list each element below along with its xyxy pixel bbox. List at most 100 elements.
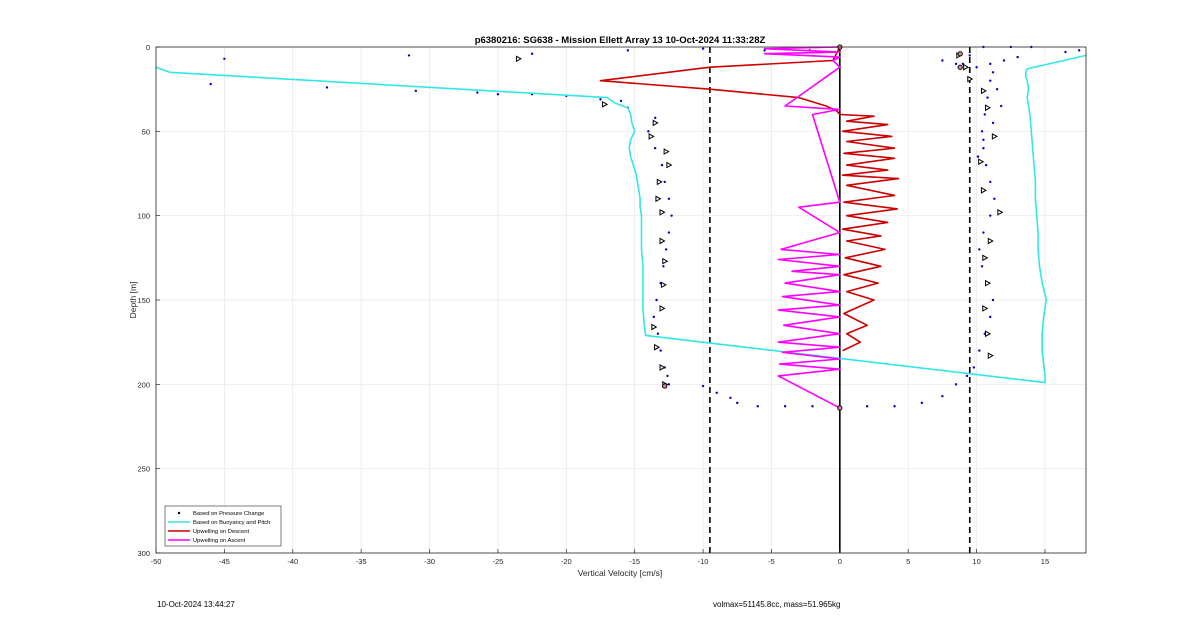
pressure-change-point (1064, 50, 1067, 54)
pressure-change-point (701, 47, 705, 50)
pressure-change-point (414, 89, 418, 93)
marker-layer (515, 44, 1004, 411)
x-axis-label: Vertical Velocity [cm/s] (578, 568, 663, 578)
triangle-marker (660, 281, 667, 289)
pressure-change-point (989, 315, 992, 319)
pressure-change-point (893, 405, 896, 408)
pressure-change-point (941, 394, 944, 398)
pressure-change-point (325, 86, 329, 89)
pressure-change-point (659, 349, 662, 352)
pressure-change-point (655, 298, 658, 302)
y-axis-label: Depth [m] (128, 282, 138, 319)
pressure-change-point (920, 401, 924, 405)
pressure-change-point (666, 374, 669, 378)
x-tick-label: -40 (287, 557, 298, 566)
triangle-marker (659, 364, 666, 371)
triangle-marker (987, 237, 994, 245)
pressure-change-point (652, 315, 656, 319)
pressure-change-point (991, 298, 995, 302)
pressure-change-point (663, 180, 666, 184)
x-tick-label: -25 (492, 557, 503, 566)
y-tick-label: 0 (146, 43, 150, 52)
pressure-change-point (975, 66, 978, 69)
triangle-marker (659, 237, 666, 245)
pressure-change-point (865, 405, 869, 408)
triangle-marker (963, 63, 970, 71)
x-tick-label: -20 (561, 557, 572, 566)
pressure-change-point (980, 265, 984, 268)
pressure-change-point (667, 383, 671, 386)
pressure-change-point (647, 130, 650, 133)
y-tick-label: 150 (137, 296, 150, 305)
y-tick-label: 200 (137, 380, 150, 389)
triangle-marker (980, 87, 987, 95)
pressure-change-point (209, 82, 212, 86)
pressure-change-point (991, 121, 995, 125)
pressure-change-point (653, 147, 657, 150)
pressure-change-point (995, 87, 999, 91)
pressure-change-point (656, 332, 660, 335)
pressure-change-point (983, 113, 986, 116)
circle-marker (837, 405, 843, 411)
pressure-change-point (986, 96, 989, 99)
pressure-change-point (407, 54, 411, 57)
legend-swatch (177, 511, 181, 515)
triangle-marker (654, 343, 661, 351)
pressure-change-point (993, 197, 996, 200)
legend-label: Upwelling on Descent (193, 529, 249, 535)
pressure-change-point (989, 180, 992, 184)
triangle-marker (659, 305, 666, 312)
pressure-change-point (763, 49, 766, 52)
y-tick-label: 250 (137, 465, 150, 474)
pressure-change-point (667, 231, 671, 234)
x-tick-label: 15 (1041, 557, 1049, 566)
legend-label: Based on Buoyancy and Pitch (193, 520, 270, 526)
triangle-marker (666, 161, 673, 169)
x-tick-label: -50 (151, 557, 162, 566)
pressure-change-point (530, 52, 534, 55)
pressure-change-point (972, 366, 976, 369)
series-line-4 (763, 46, 841, 409)
pressure-change-point (662, 265, 665, 268)
x-tick-label: 0 (838, 557, 842, 566)
pressure-change-point (476, 91, 479, 94)
pressure-change-point (982, 147, 985, 150)
x-tick-label: -10 (698, 557, 709, 566)
legend-label: Upwelling on Ascent (193, 538, 246, 544)
pressure-change-point (982, 231, 985, 234)
triangle-marker (651, 323, 658, 331)
pressure-change-point (978, 248, 981, 251)
triangle-marker (602, 100, 609, 108)
pressure-change-point (968, 54, 971, 57)
pressure-change-point (756, 405, 759, 408)
pressure-change-point (991, 71, 995, 74)
triangle-marker (656, 178, 663, 186)
pressure-change-point (1016, 55, 1019, 59)
pressure-change-point (619, 99, 623, 103)
triangle-marker (985, 330, 992, 338)
pressure-change-point (715, 391, 718, 394)
pressure-change-point (223, 57, 226, 61)
x-tick-label: 5 (906, 557, 910, 566)
footer-timestamp: 10-Oct-2024 13:44:27 (157, 600, 235, 609)
pressure-change-point (989, 62, 992, 66)
pressure-change-point (1002, 59, 1006, 62)
pressure-change-point (667, 197, 671, 200)
footer-info: volmax=51145.8cc, mass=51.965kg (713, 600, 841, 609)
pressure-change-point (653, 116, 657, 120)
triangle-marker (515, 55, 522, 63)
pressure-change-point (978, 349, 981, 352)
pressure-change-point (496, 93, 500, 96)
triangle-marker (997, 208, 1004, 216)
pressure-change-point (729, 396, 732, 400)
triangle-marker (662, 257, 669, 265)
x-tick-label: -15 (629, 557, 640, 566)
triangle-marker (985, 104, 992, 112)
pressure-change-point (1000, 104, 1003, 108)
x-tick-label: -30 (424, 557, 435, 566)
tick-layer: -50 -45 -40 -35 -30 -25 -20 -15 -10 -5 0 5 10 1505010… (137, 43, 1049, 566)
triangle-marker (982, 305, 989, 312)
pressure-change-point (626, 49, 630, 52)
legend: Based on Pressure Change Based on Buoyanc… (164, 505, 282, 547)
pressure-change-point (989, 214, 992, 217)
